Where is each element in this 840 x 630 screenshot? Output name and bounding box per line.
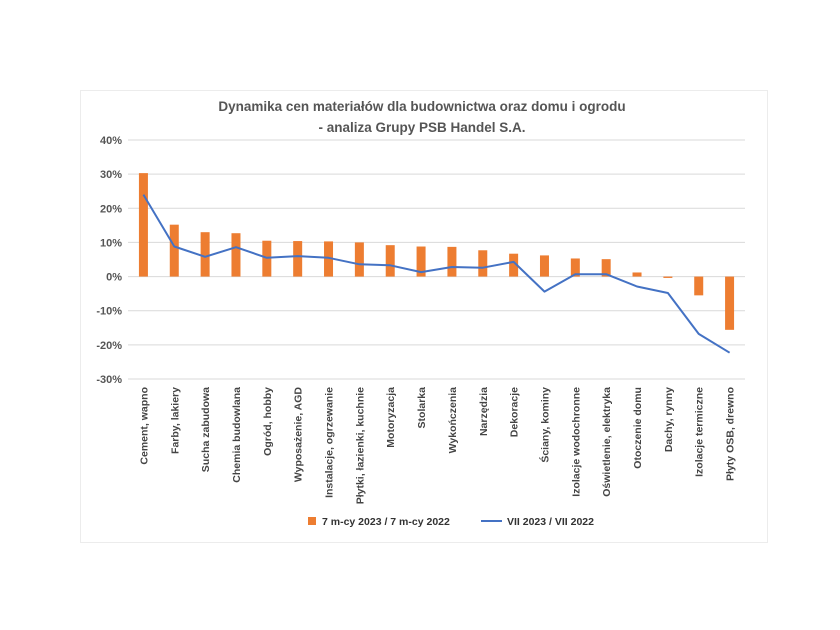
y-tick-label: -30%	[96, 374, 122, 386]
bar	[570, 258, 580, 277]
y-tick-label: 40%	[100, 135, 122, 147]
category-label: Płyty OSB, drewno	[725, 387, 737, 481]
bar	[169, 224, 179, 277]
bar	[354, 242, 364, 277]
bar	[293, 241, 303, 277]
y-tick-label: 10%	[100, 237, 122, 249]
legend-label-bars: 7 m-cy 2023 / 7 m-cy 2022	[322, 516, 450, 528]
chart-subtitle: - analiza Grupy PSB Handel S.A.	[318, 120, 525, 135]
category-label: Stolarka	[416, 387, 428, 429]
y-tick-label: 20%	[100, 203, 122, 215]
category-label: Instalacje, ogrzewanie	[324, 387, 336, 498]
bar	[416, 246, 426, 277]
bar	[478, 250, 488, 277]
legend-label-line: VII 2023 / VII 2022	[507, 516, 594, 528]
series-line	[142, 194, 731, 354]
bar	[447, 246, 457, 277]
category-label: Chemia budowlana	[231, 387, 243, 483]
category-label: Płytki, łazienki, kuchnie	[354, 387, 366, 504]
chart-frame	[80, 90, 768, 543]
category-label: Narzędzia	[478, 387, 490, 436]
category-label: Dekoracje	[509, 387, 521, 437]
bar	[601, 259, 611, 277]
category-label: Otoczenie domu	[632, 387, 644, 469]
bar	[539, 255, 549, 277]
bar	[324, 241, 334, 277]
category-label: Sucha zabudowa	[200, 387, 212, 472]
y-tick-label: -10%	[96, 306, 122, 318]
y-tick-label: 30%	[100, 169, 122, 181]
bar	[138, 173, 148, 277]
bar	[231, 233, 241, 277]
category-label: Ogród, hobby	[262, 387, 274, 456]
legend-swatch-bars	[308, 517, 316, 525]
bar	[694, 276, 704, 296]
bar	[632, 272, 642, 277]
bar	[725, 276, 735, 330]
bar	[509, 253, 519, 277]
bar	[385, 245, 395, 277]
category-label: Izolacje wodochronne	[570, 387, 582, 497]
y-tick-label: -20%	[96, 340, 122, 352]
category-label: Motoryzacja	[385, 387, 397, 448]
category-label: Dachy, rynny	[663, 387, 675, 452]
category-label: Wykończenia	[447, 387, 459, 453]
bar	[663, 276, 673, 278]
y-tick-label: 0%	[106, 272, 122, 284]
category-label: Cement, wapno	[138, 387, 150, 465]
category-label: Izolacje termiczne	[694, 387, 706, 477]
chart-title: Dynamika cen materiałów dla budownictwa …	[218, 99, 625, 114]
category-label: Wyposażenie, AGD	[293, 387, 305, 483]
category-label: Ściany, kominy	[538, 387, 551, 463]
category-label: Farby, lakiery	[169, 387, 181, 454]
category-label: Oświetlenie, elektryka	[601, 387, 613, 497]
bar	[200, 232, 210, 277]
